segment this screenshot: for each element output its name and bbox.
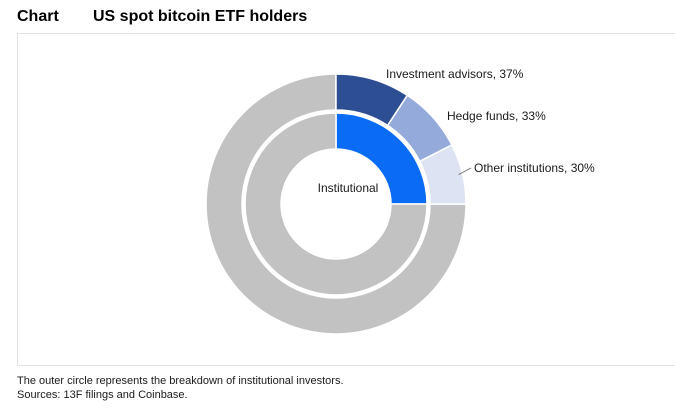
- annotations: Investment advisors, 37% Hedge funds, 33%…: [386, 67, 595, 175]
- inner-ring: [244, 112, 428, 296]
- outer-slice-other-institutions: [418, 143, 467, 205]
- chart-header: Chart US spot bitcoin ETF holders: [17, 8, 307, 26]
- sources: Sources: 13F filings and Coinbase.: [17, 389, 188, 401]
- chart-footer: The outer circle represents the breakdow…: [17, 374, 344, 402]
- outer-slice-remainder: [205, 73, 467, 335]
- chart-frame: [17, 33, 675, 366]
- annotation-investment-advisors: Investment advisors, 37%: [386, 67, 524, 81]
- annotation-leader-line: [458, 167, 472, 175]
- footnote: The outer circle represents the breakdow…: [17, 375, 344, 387]
- inner-slice-other: [244, 112, 428, 296]
- chart-label: Chart: [17, 8, 59, 25]
- annotation-other-institutions: Other institutions, 30%: [474, 161, 595, 175]
- annotation-hedge-funds: Hedge funds, 33%: [447, 109, 546, 123]
- chart-title: US spot bitcoin ETF holders: [93, 8, 308, 25]
- outer-ring: [205, 73, 467, 335]
- center-label: Institutional: [318, 181, 379, 195]
